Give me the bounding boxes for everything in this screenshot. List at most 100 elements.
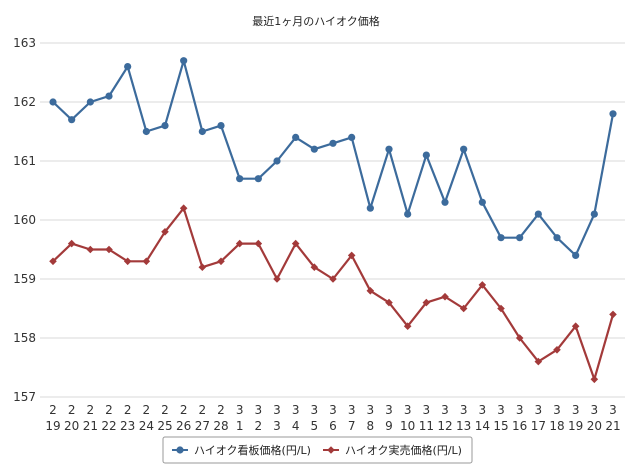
data-point: [67, 239, 76, 248]
series-2: [49, 204, 617, 384]
x-tick-day: 13: [456, 419, 471, 433]
data-point: [273, 275, 281, 283]
data-point: [590, 375, 599, 384]
x-tick-month: 3: [516, 403, 524, 417]
x-tick-month: 3: [273, 403, 281, 417]
data-point: [292, 133, 300, 141]
x-tick-month: 3: [423, 403, 431, 417]
data-point: [572, 251, 580, 259]
data-point: [329, 275, 337, 283]
x-tick-month: 3: [255, 403, 263, 417]
data-point: [86, 98, 94, 106]
x-tick-month: 3: [236, 403, 244, 417]
x-tick-month: 3: [609, 403, 617, 417]
x-axis-tick-labels: 2192202212222232242252262272283132333435…: [45, 403, 620, 433]
x-tick-day: 3: [273, 419, 281, 433]
x-tick-day: 27: [195, 419, 210, 433]
x-tick-day: 23: [120, 419, 135, 433]
x-tick-day: 11: [419, 419, 434, 433]
data-point: [142, 127, 150, 136]
data-point: [385, 145, 393, 153]
data-point: [441, 198, 449, 206]
legend-label: ハイオク実売価格(円/L): [345, 443, 462, 457]
data-point: [459, 304, 468, 313]
y-tick-label: 161: [13, 154, 36, 168]
grid-lines: [40, 42, 625, 398]
x-tick-month: 3: [385, 403, 393, 417]
data-point: [422, 151, 430, 159]
data-point: [366, 287, 375, 295]
x-tick-month: 3: [572, 403, 580, 417]
data-point: [179, 204, 188, 212]
x-tick-month: 3: [497, 403, 505, 417]
data-point: [105, 245, 113, 254]
x-tick-day: 6: [329, 419, 337, 433]
x-tick-day: 28: [213, 419, 228, 433]
data-point: [49, 257, 57, 266]
data-point: [609, 110, 617, 118]
x-tick-month: 2: [143, 403, 151, 417]
data-point: [366, 204, 374, 212]
data-point: [142, 257, 151, 266]
x-tick-day: 19: [568, 419, 583, 433]
x-tick-month: 3: [329, 403, 337, 417]
x-tick-day: 18: [549, 419, 564, 433]
x-tick-month: 3: [591, 403, 599, 417]
x-tick-month: 3: [460, 403, 468, 417]
data-point: [161, 122, 169, 130]
data-point: [273, 157, 281, 165]
data-point: [291, 239, 300, 248]
x-tick-day: 10: [400, 419, 415, 433]
x-tick-day: 22: [101, 419, 116, 433]
y-tick-label: 157: [13, 390, 36, 404]
data-point: [198, 263, 207, 271]
data-point: [236, 175, 244, 183]
data-point: [478, 281, 487, 289]
x-tick-day: 24: [139, 419, 154, 433]
x-tick-day: 21: [83, 419, 98, 433]
data-point: [329, 139, 337, 147]
x-tick-day: 17: [531, 419, 546, 433]
y-axis-tick-labels: 157 158 159 160 161 162 163: [13, 36, 36, 404]
data-point: [124, 63, 132, 71]
x-tick-day: 7: [348, 419, 356, 433]
data-point: [180, 57, 188, 65]
data-point: [310, 145, 318, 153]
data-point: [68, 116, 76, 124]
x-tick-day: 14: [475, 419, 490, 433]
x-tick-month: 3: [404, 403, 412, 417]
x-tick-month: 3: [441, 403, 449, 417]
data-point: [460, 145, 468, 153]
x-tick-day: 8: [367, 419, 375, 433]
data-point: [534, 357, 543, 366]
x-tick-day: 26: [176, 419, 191, 433]
data-point: [310, 263, 319, 271]
x-tick-day: 19: [45, 419, 60, 433]
data-point: [217, 122, 225, 130]
x-tick-month: 2: [87, 403, 95, 417]
y-tick-label: 160: [13, 213, 36, 227]
data-point: [86, 245, 95, 254]
series-line: [52, 59, 615, 257]
x-tick-month: 2: [105, 403, 113, 417]
x-tick-day: 2: [255, 419, 263, 433]
data-point: [497, 234, 505, 242]
data-point: [553, 234, 561, 242]
x-tick-day: 4: [292, 419, 300, 433]
x-tick-month: 2: [124, 403, 132, 417]
data-point: [161, 228, 169, 236]
legend-box: [162, 436, 473, 464]
data-point: [590, 210, 598, 218]
x-tick-month: 3: [535, 403, 543, 417]
data-point: [254, 175, 262, 183]
y-tick-label: 162: [13, 95, 36, 109]
data-point: [571, 322, 580, 330]
x-tick-day: 15: [493, 419, 508, 433]
data-point: [516, 234, 524, 242]
x-tick-month: 2: [161, 403, 169, 417]
y-tick-label: 163: [13, 36, 36, 50]
x-tick-day: 16: [512, 419, 527, 433]
data-point: [404, 210, 412, 218]
data-point: [553, 346, 561, 354]
